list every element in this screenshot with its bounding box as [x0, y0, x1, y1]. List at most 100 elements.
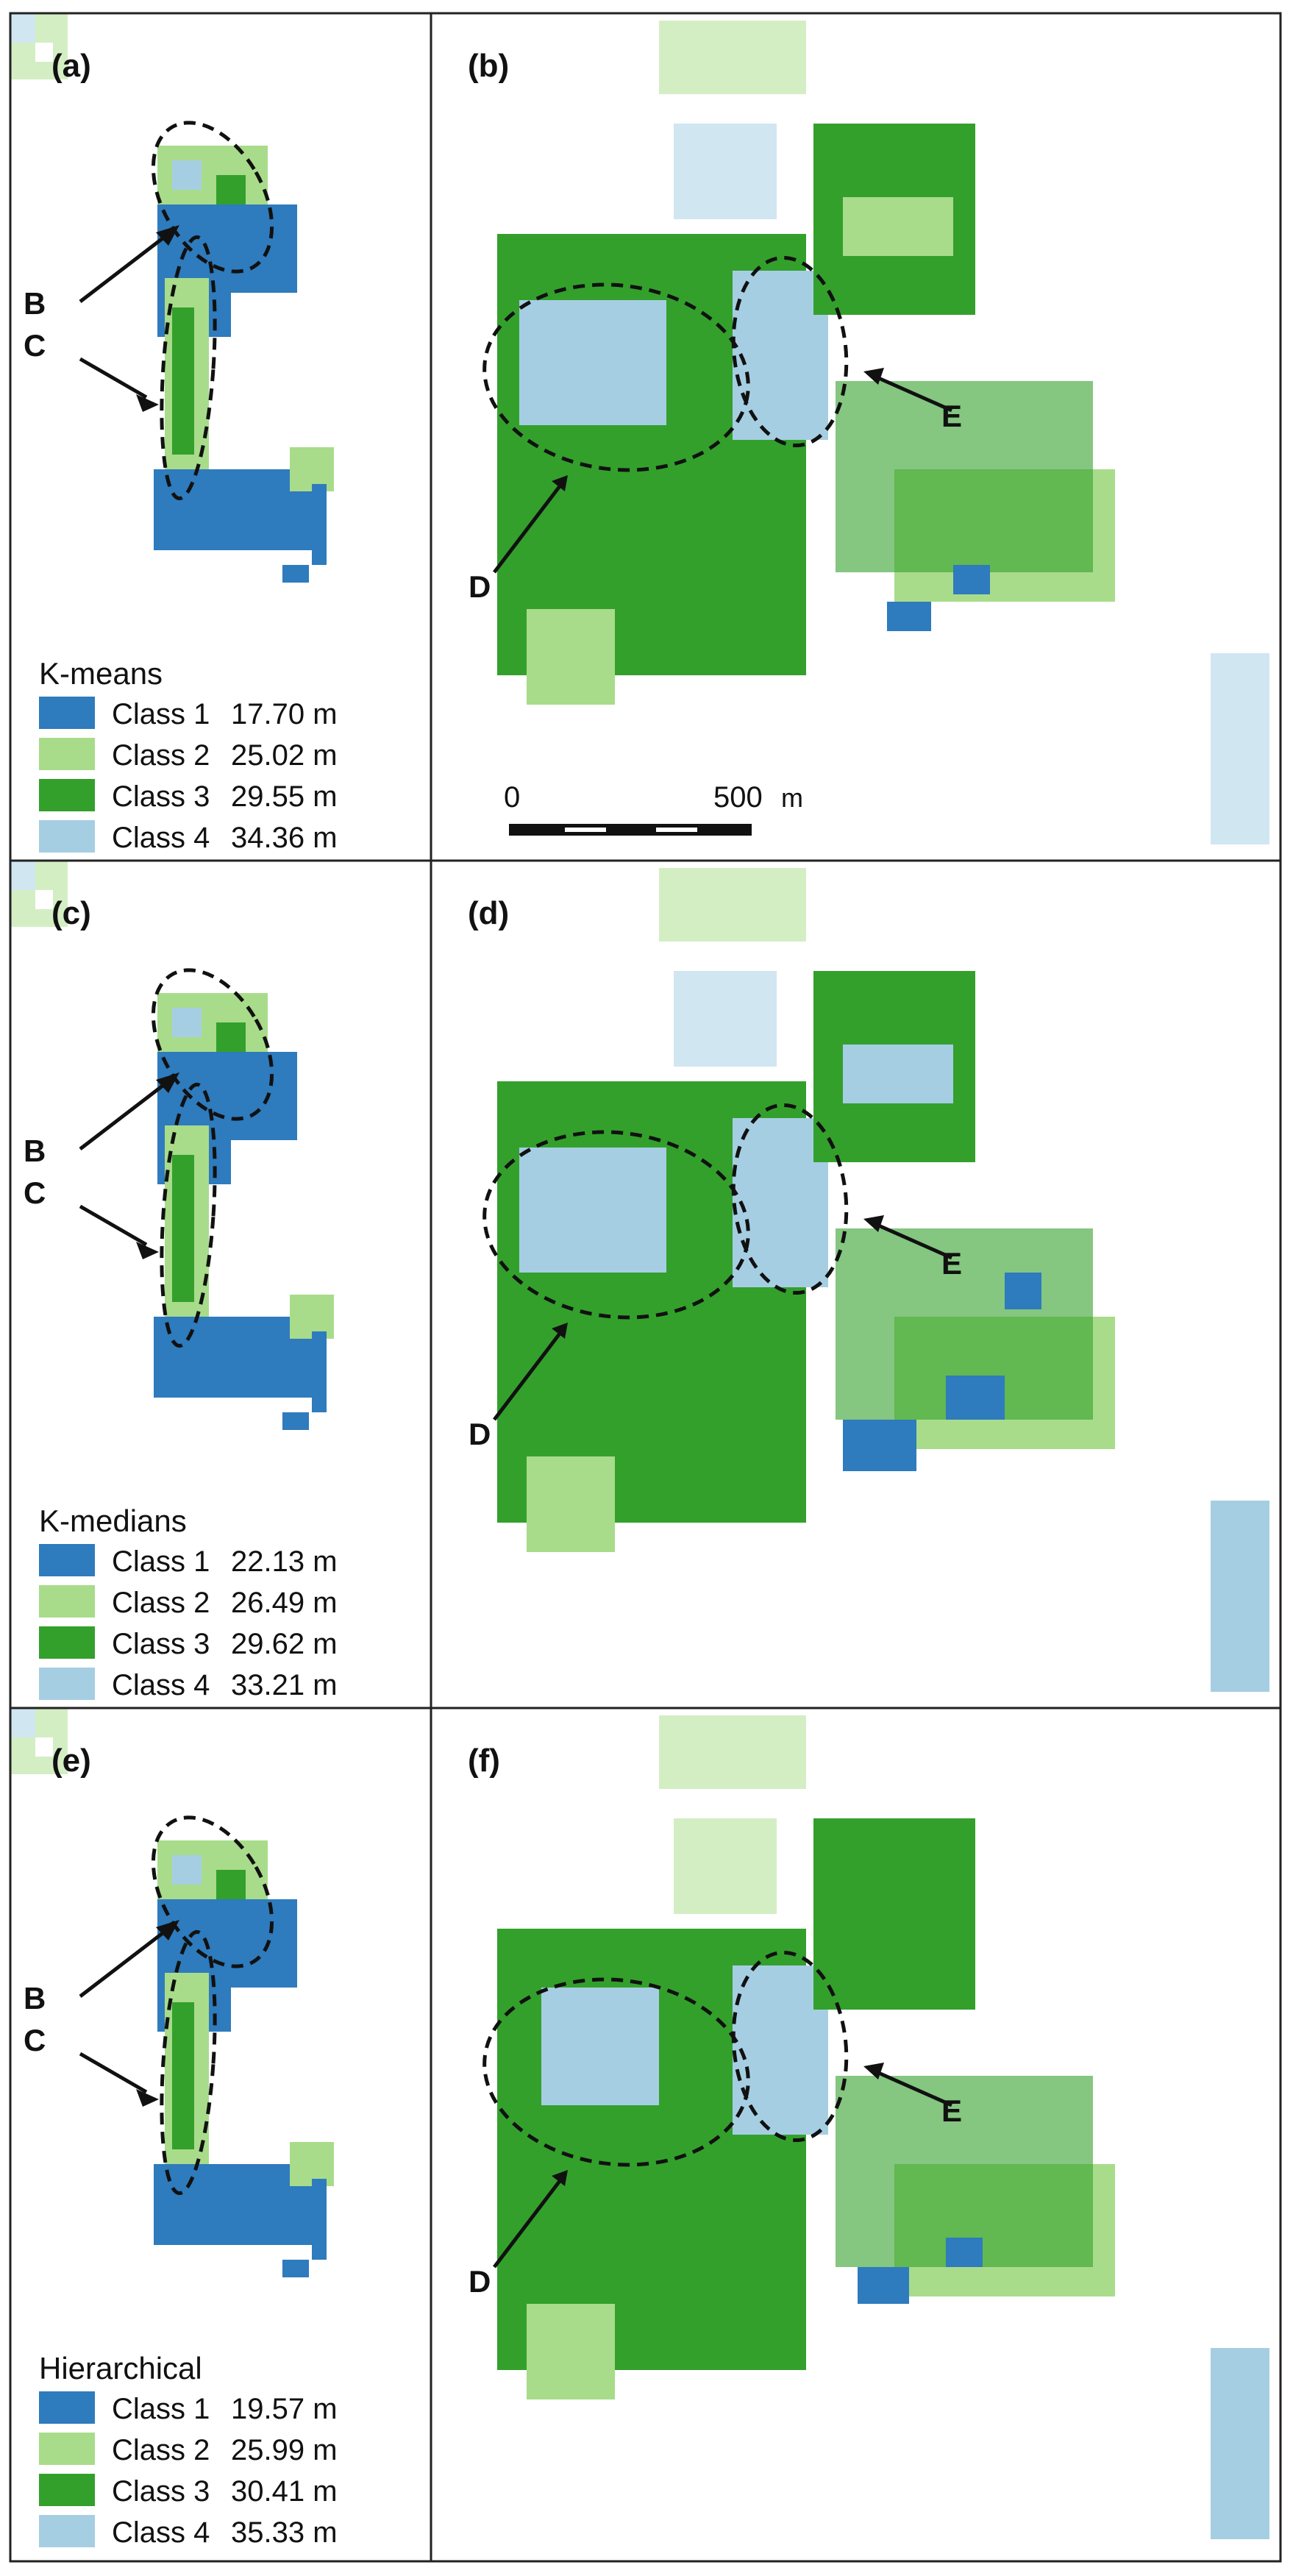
panel-label-d: (d) — [468, 895, 509, 931]
panel-label-a: (a) — [51, 48, 91, 84]
legend-class2-value: 25.99 m — [231, 2434, 338, 2466]
legend-swatch-class2 — [39, 738, 95, 770]
row-1: (a) (b) B C D E K-means Class 1 17.70 m … — [9, 12, 1282, 862]
arrow-b — [79, 232, 170, 303]
row-3: (e) (f) B C D E Hierarchical Class 1 19.… — [9, 1707, 1282, 2563]
region-e-outline — [731, 1103, 849, 1295]
scale-start-label: 0 — [504, 781, 520, 814]
stand-map — [497, 21, 1269, 844]
legend-class2-name: Class 2 — [112, 739, 210, 772]
legend-class2-value: 26.49 m — [231, 1587, 338, 1619]
arrow-c — [79, 357, 148, 399]
legend-class4-value: 33.21 m — [231, 1669, 338, 1701]
scale-bar: 0 500 m — [504, 781, 803, 836]
panel-f — [482, 1715, 1269, 2539]
arrow-e — [874, 2069, 953, 2107]
legend-class4-value: 35.33 m — [231, 2516, 338, 2549]
stand-map — [154, 146, 334, 583]
stand-map — [497, 868, 1269, 1692]
panel-label-c: (c) — [51, 895, 91, 931]
legend-title: Hierarchical — [39, 2351, 202, 2385]
legend-class4-name: Class 4 — [112, 1669, 210, 1701]
legend-class3-value: 30.41 m — [231, 2475, 338, 2508]
legend-class4-value: 34.36 m — [231, 822, 338, 854]
region-b-outline — [151, 121, 274, 274]
arrow-e — [874, 374, 953, 413]
scale-unit: m — [781, 783, 803, 813]
legend-swatch-class3 — [39, 1626, 95, 1659]
legend-class2-name: Class 2 — [112, 2434, 210, 2466]
arrow-c — [79, 1204, 148, 1247]
annotation-d: D — [469, 569, 491, 604]
region-d-outline — [482, 282, 750, 472]
arrow-c — [79, 2052, 148, 2094]
legend-swatch-class1 — [39, 697, 95, 729]
legend-class2-value: 25.02 m — [231, 739, 338, 772]
legend-class2-name: Class 2 — [112, 1587, 210, 1619]
corner-patch — [10, 13, 68, 79]
panel-label-f: (f) — [468, 1743, 500, 1779]
region-d-outline — [482, 1977, 750, 2167]
legend-class3-name: Class 3 — [112, 780, 210, 813]
panel-b — [482, 21, 1269, 844]
arrow-d — [493, 1332, 561, 1421]
legend-class1-value: 22.13 m — [231, 1545, 338, 1578]
panel-label-b: (b) — [468, 48, 509, 84]
annotation-b: B — [24, 1134, 46, 1168]
legend-class3-value: 29.55 m — [231, 780, 338, 813]
annotation-c: C — [24, 328, 46, 363]
arrow-b — [79, 1927, 170, 1998]
annotation-b: B — [24, 1981, 46, 2015]
legend-swatch-class3 — [39, 779, 95, 811]
region-e-outline — [731, 1950, 849, 2143]
annotation-d: D — [469, 2264, 491, 2299]
legend-title: K-means — [39, 656, 163, 691]
annotation-c: C — [24, 1175, 46, 1210]
legend-swatch-class4 — [39, 1668, 95, 1700]
panel-f-frame — [430, 1707, 1282, 2563]
panel-e — [10, 1708, 334, 2277]
region-c-outline — [160, 1929, 217, 2196]
arrow-d — [493, 2180, 561, 2269]
annotation-e: E — [941, 2093, 962, 2128]
corner-patch — [10, 861, 68, 927]
panel-c-frame — [9, 859, 432, 1709]
corner-patch — [10, 1708, 68, 1774]
legend: K-medians Class 1 22.13 m Class 2 26.49 … — [39, 1504, 338, 1701]
legend-swatch-class4 — [39, 820, 95, 853]
annotation-e: E — [941, 399, 962, 433]
legend-swatch-class2 — [39, 1585, 95, 1618]
legend: K-means Class 1 17.70 m Class 2 25.02 m … — [39, 656, 338, 854]
annotation-d: D — [469, 1417, 491, 1451]
legend-swatch-class4 — [39, 2515, 95, 2547]
panel-label-e: (e) — [51, 1743, 91, 1779]
arrow-e — [874, 1222, 953, 1260]
region-b-outline — [151, 968, 274, 1121]
legend-swatch-class1 — [39, 2391, 95, 2424]
stand-map — [154, 1840, 334, 2277]
region-b-outline — [151, 1815, 274, 1968]
legend-class4-name: Class 4 — [112, 822, 210, 854]
legend: Hierarchical Class 1 19.57 m Class 2 25.… — [39, 2351, 338, 2549]
annotation-e: E — [941, 1246, 962, 1281]
annotation-c: C — [24, 2023, 46, 2057]
panel-d — [482, 868, 1269, 1692]
stand-map — [497, 1715, 1269, 2539]
legend-class3-value: 29.62 m — [231, 1628, 338, 1660]
region-e-outline — [731, 255, 849, 448]
row-2: (c) (d) B C D E K-medians Class 1 22.13 … — [9, 859, 1282, 1709]
legend-class4-name: Class 4 — [112, 2516, 210, 2549]
legend-swatch-class2 — [39, 2433, 95, 2465]
panel-a-frame — [9, 12, 432, 862]
stand-map — [154, 993, 334, 1430]
legend-swatch-class1 — [39, 1544, 95, 1576]
legend-swatch-class3 — [39, 2474, 95, 2506]
arrow-b — [79, 1080, 170, 1150]
legend-class1-name: Class 1 — [112, 2393, 210, 2425]
legend-class1-name: Class 1 — [112, 1545, 210, 1578]
panel-a — [10, 13, 334, 583]
region-c-outline — [160, 235, 217, 501]
region-d-outline — [482, 1130, 750, 1320]
scale-bar-outline — [509, 824, 752, 836]
